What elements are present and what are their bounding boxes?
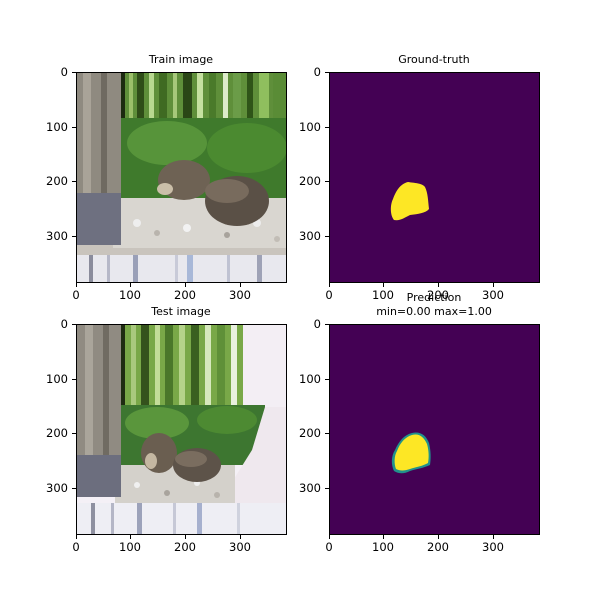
y-tick-label: 300 (299, 481, 321, 495)
x-tick-label: 300 (482, 540, 504, 554)
prediction-subtitle: min=0.00 max=1.00 (376, 305, 492, 318)
prediction-blob (394, 434, 429, 471)
y-tick-label: 300 (299, 229, 321, 243)
x-tick-label: 200 (174, 540, 196, 554)
x-tick-label: 300 (229, 288, 251, 302)
y-tick-label: 300 (46, 481, 68, 495)
ground-truth-mask (330, 73, 539, 282)
ground-truth-title: Ground-truth (398, 53, 470, 66)
y-tick-label: 0 (60, 317, 68, 331)
y-tick-label: 200 (46, 426, 68, 440)
train-image-panel (76, 72, 287, 283)
stripe-background (117, 73, 286, 123)
x-tick-label: 100 (119, 540, 141, 554)
y-tick-label: 0 (313, 317, 321, 331)
test-image-title: Test image (151, 305, 211, 318)
hedgehog-left (141, 433, 177, 473)
y-tick-label: 0 (60, 65, 68, 79)
y-tick-label: 300 (46, 229, 68, 243)
x-tick-label: 0 (72, 540, 80, 554)
prediction-panel (329, 324, 540, 535)
y-tick-label: 200 (46, 174, 68, 188)
x-tick-label: 200 (174, 288, 196, 302)
x-tick-label: 300 (482, 288, 504, 302)
train-image (77, 73, 286, 282)
ground-truth-blob (390, 182, 429, 221)
stripe-bottom (77, 503, 286, 534)
x-tick-label: 100 (372, 288, 394, 302)
ground-truth-panel (329, 72, 540, 283)
prediction-mask (330, 325, 539, 534)
stripe-background (117, 325, 286, 407)
y-tick-label: 200 (299, 426, 321, 440)
x-tick-label: 100 (372, 540, 394, 554)
y-tick-label: 100 (46, 120, 68, 134)
x-tick-label: 200 (427, 540, 449, 554)
y-tick-label: 200 (299, 174, 321, 188)
x-tick-label: 0 (325, 288, 333, 302)
test-image (77, 325, 286, 534)
y-tick-label: 100 (299, 372, 321, 386)
stripe-bottom (77, 255, 286, 282)
y-tick-label: 100 (46, 372, 68, 386)
x-tick-label: 0 (325, 540, 333, 554)
x-tick-label: 300 (229, 540, 251, 554)
y-tick-label: 0 (313, 65, 321, 79)
x-tick-label: 0 (72, 288, 80, 302)
train-image-title: Train image (148, 53, 214, 66)
test-image-panel (76, 324, 287, 535)
x-tick-label: 100 (119, 288, 141, 302)
y-tick-label: 100 (299, 120, 321, 134)
prediction-title: Prediction (406, 291, 462, 304)
x-tick-label: 200 (427, 288, 449, 302)
